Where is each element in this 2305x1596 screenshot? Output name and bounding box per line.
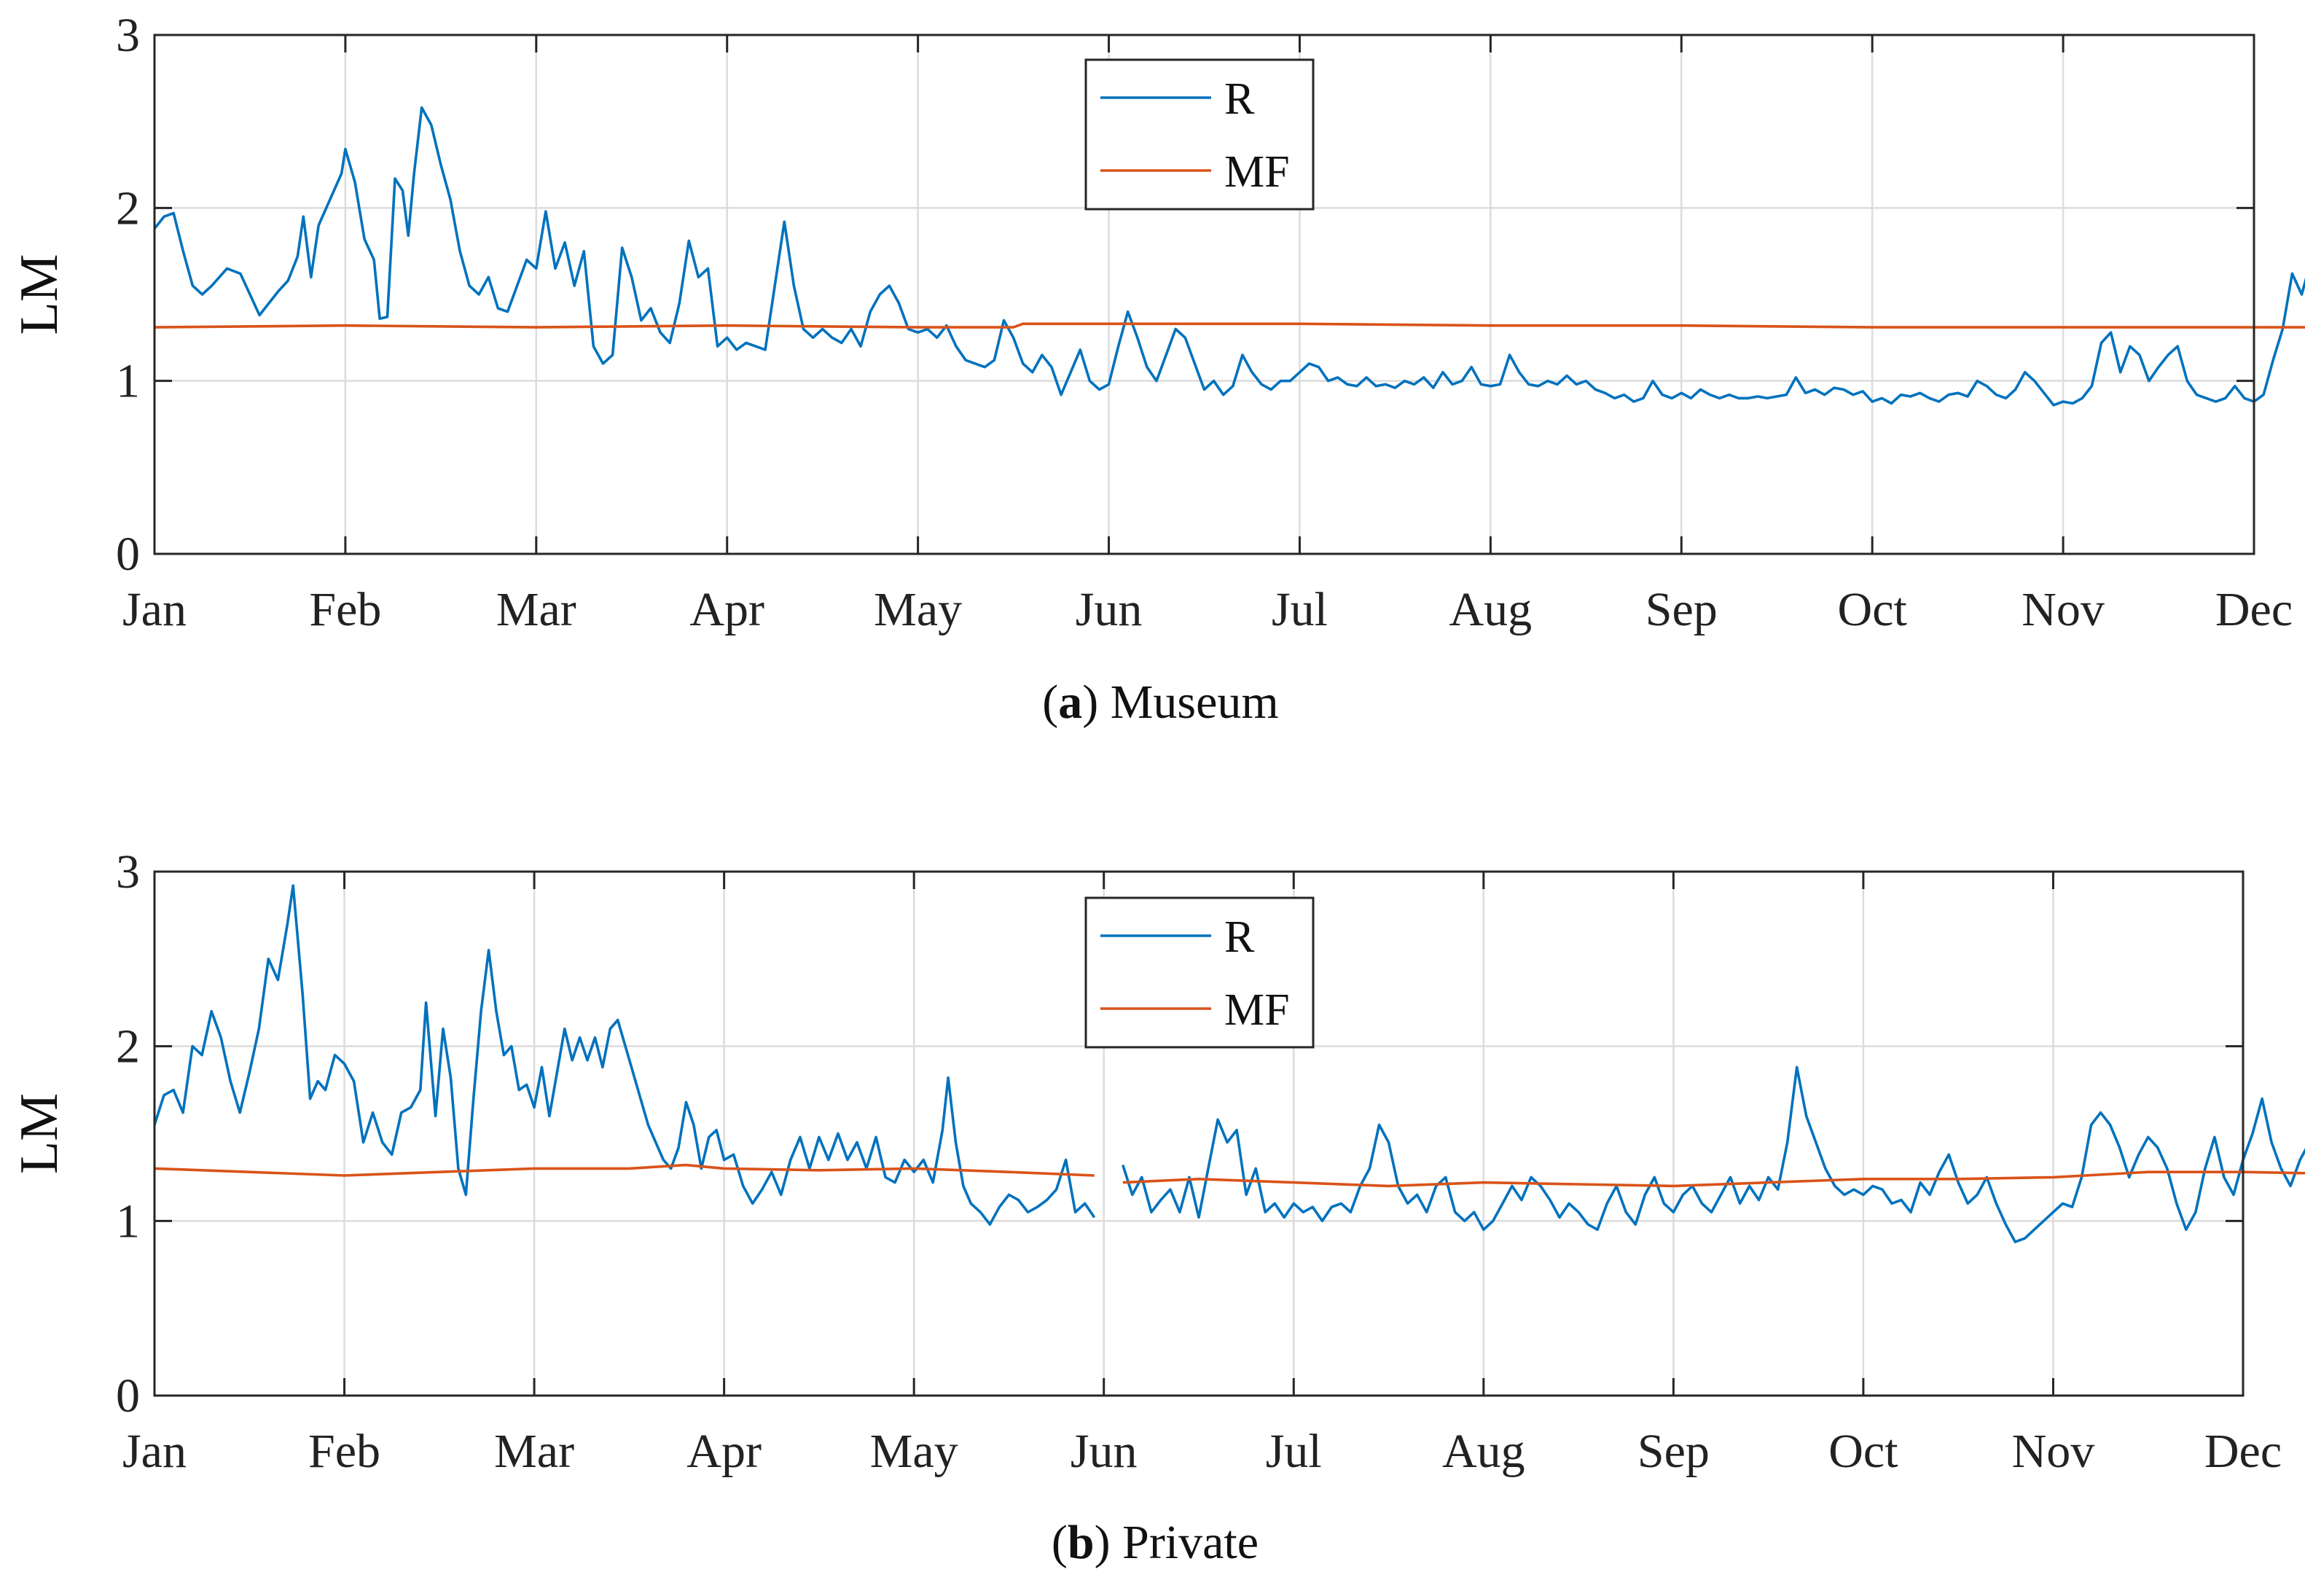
x-tick-label: Jan xyxy=(122,1425,187,1478)
caption-close-paren: ) xyxy=(1095,1516,1122,1569)
x-tick-label: Jun xyxy=(1071,1425,1138,1478)
x-tick-label: Feb xyxy=(308,1425,380,1478)
x-tick-label: Jul xyxy=(1266,1425,1322,1478)
x-tick-label: Nov xyxy=(2012,1425,2095,1478)
panel-b: Jan Feb Mar Apr May Jun Jul Aug Sep Oct Nov Dec 0 1 2 3… xyxy=(9,845,2305,1569)
y-tick-label: 3 xyxy=(116,9,140,62)
y-axis-label: LM xyxy=(9,1093,69,1174)
y-tick-label: 1 xyxy=(116,1194,140,1248)
x-tick-label: May xyxy=(874,583,962,636)
series-mf-line xyxy=(1122,1170,2305,1188)
y-tick-label: 1 xyxy=(116,355,140,408)
y-tick-label: 2 xyxy=(116,1020,140,1073)
legend: R MF xyxy=(1084,58,1315,211)
legend-label-r: R xyxy=(1224,912,1255,962)
panel-a: Jan Feb Mar Apr May Jun Jul Aug Sep Oct Nov Dec 0 1 2 3… xyxy=(9,9,2305,729)
panel-caption: (a) Museum xyxy=(1042,676,1278,729)
caption-panel-label: b xyxy=(1068,1516,1095,1569)
x-tick-label: Apr xyxy=(686,1425,762,1478)
legend: R MF xyxy=(1084,896,1315,1049)
axes-box xyxy=(153,870,2245,1397)
x-tick-label: Apr xyxy=(689,583,764,636)
x-tick-label: Aug xyxy=(1449,583,1533,636)
x-tick-label: Dec xyxy=(2204,1425,2282,1478)
y-axis-label: LM xyxy=(9,254,69,335)
x-tick-label: Dec xyxy=(2215,583,2293,636)
legend-box xyxy=(1084,896,1315,1049)
panel-caption: (b) Private xyxy=(1052,1516,1259,1569)
y-tick-label: 0 xyxy=(116,1369,140,1423)
x-tick-label: Oct xyxy=(1828,1425,1898,1478)
caption-text: Private xyxy=(1122,1516,1259,1569)
legend-label-r: R xyxy=(1224,74,1255,124)
series-r-line xyxy=(153,884,1096,1226)
y-tick-label: 0 xyxy=(116,528,140,581)
caption-open-paren: ( xyxy=(1052,1516,1068,1569)
x-tick-label: Feb xyxy=(309,583,381,636)
axes-box xyxy=(153,34,2255,555)
x-tick-label: Sep xyxy=(1637,1425,1710,1478)
series-r-line xyxy=(1122,1065,2305,1243)
x-tick-label: May xyxy=(870,1425,958,1478)
x-tick-label: Nov xyxy=(2022,583,2105,636)
x-tick-label: Oct xyxy=(1838,583,1907,636)
caption-panel-label: a xyxy=(1058,676,1082,729)
series-r-line xyxy=(153,106,2305,407)
caption-text: Museum xyxy=(1111,676,1279,729)
x-tick-label: Mar xyxy=(494,1425,574,1478)
series-mf-line xyxy=(154,322,2305,329)
caption-open-paren: ( xyxy=(1042,676,1058,729)
caption-close-paren: ) xyxy=(1082,676,1110,729)
y-tick-label: 2 xyxy=(116,181,140,235)
legend-box xyxy=(1084,58,1315,211)
x-tick-label: Jul xyxy=(1272,583,1328,636)
series-mf-line xyxy=(154,1163,1095,1177)
x-tick-label: Sep xyxy=(1645,583,1718,636)
x-tick-label: Jan xyxy=(122,583,187,636)
y-tick-label: 3 xyxy=(116,845,140,899)
x-tick-label: Jun xyxy=(1076,583,1143,636)
x-tick-label: Mar xyxy=(496,583,576,636)
x-tick-label: Aug xyxy=(1442,1425,1525,1478)
legend-label-mf: MF xyxy=(1224,985,1290,1035)
legend-label-mf: MF xyxy=(1224,147,1290,197)
